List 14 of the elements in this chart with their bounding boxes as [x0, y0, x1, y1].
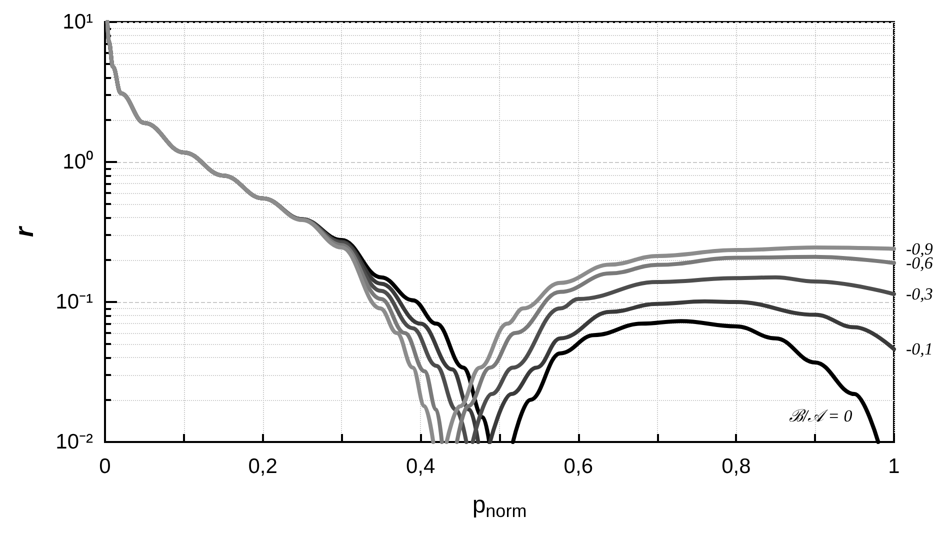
x-tick-label: 0,2 — [248, 455, 278, 478]
series-label: ℬ/𝒜 = 0 — [789, 406, 853, 426]
series-label: -0,3 — [906, 284, 933, 304]
x-tick-label: 0 — [99, 455, 111, 478]
series-label: -0,1 — [906, 340, 933, 359]
x-tick-label: 0,4 — [406, 455, 436, 478]
y-tick-label: 10⁻¹ — [56, 290, 93, 314]
x-tick-label: 0,6 — [564, 455, 593, 478]
x-tick-label: 1 — [888, 455, 900, 478]
y-tick-label: 10⁰ — [62, 150, 93, 174]
y-tick-label: 10⁻² — [56, 430, 93, 454]
x-tick-label: 0,8 — [722, 455, 751, 478]
y-tick-label: 10¹ — [62, 10, 93, 34]
y-axis-title: r — [9, 225, 39, 238]
